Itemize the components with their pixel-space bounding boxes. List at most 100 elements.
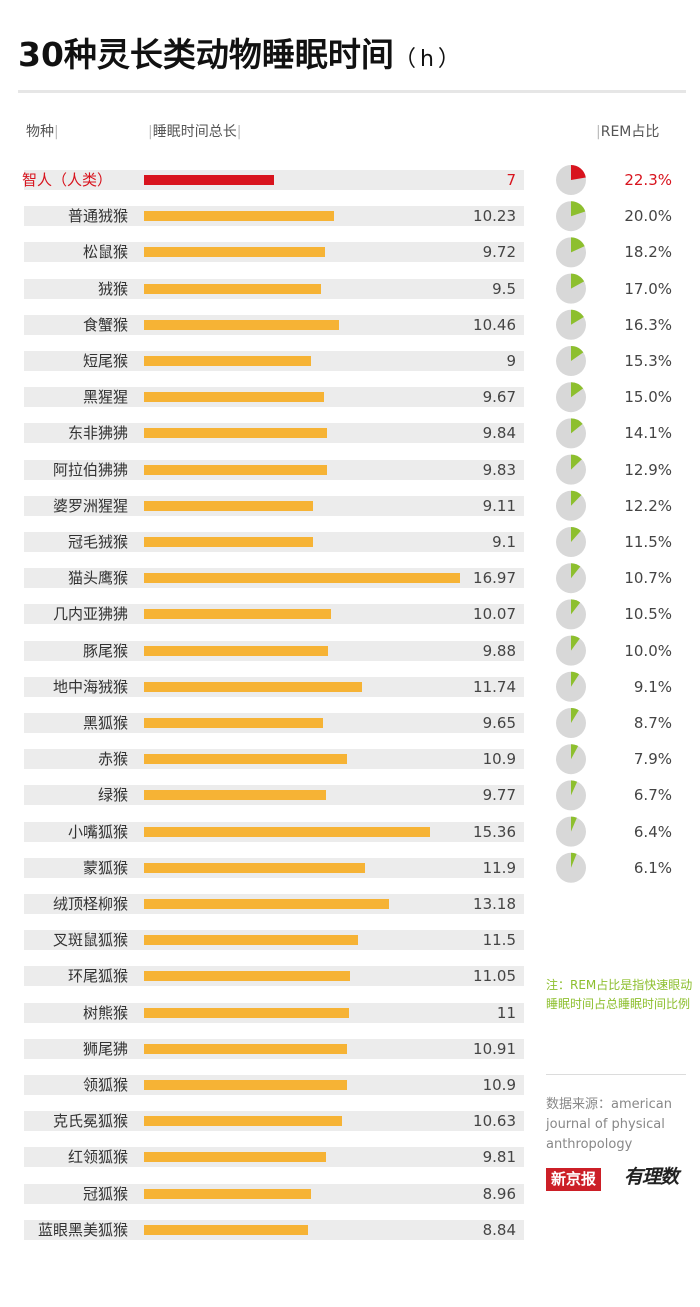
rem-pct-label: 20.0%	[624, 207, 672, 226]
sleep-value-label: 10.91	[473, 1039, 516, 1058]
sleep-value-label: 10.23	[473, 207, 516, 226]
sleep-bar	[144, 935, 358, 946]
rem-pct-label: 6.4%	[633, 822, 672, 841]
species-label: 冠狐猴	[82, 1184, 128, 1203]
rem-pct-label: 6.7%	[633, 786, 672, 805]
rem-pie-slice	[571, 490, 582, 506]
species-label: 黑狐猴	[82, 714, 128, 732]
rem-pie-slice	[571, 454, 582, 470]
sleep-bar	[144, 1116, 342, 1127]
sleep-value-label: 9.88	[482, 641, 516, 660]
sleep-value-label: 11	[496, 1003, 516, 1022]
species-label: 松鼠猴	[82, 243, 128, 262]
rem-pie-slice	[571, 165, 586, 180]
sleep-value-label: 10.9	[482, 750, 516, 769]
sleep-bar	[144, 319, 339, 330]
rem-pct-label: 15.0%	[624, 388, 672, 407]
rem-pie-slice	[571, 273, 585, 289]
sleep-value-label: 16.97	[473, 569, 516, 588]
rem-pie-slice	[571, 563, 581, 579]
species-label: 阿拉伯狒狒	[52, 460, 128, 479]
sleep-value-label: 9.67	[482, 388, 516, 407]
total-sleep-header-label: 睡眠时间总长	[152, 124, 237, 140]
rem-pie-slice	[571, 852, 577, 868]
sleep-bar	[144, 247, 325, 258]
species-label: 绿猴	[97, 786, 128, 805]
species-label: 智人（人类）	[22, 171, 113, 189]
rem-pct-label: 8.7%	[633, 714, 672, 732]
sleep-bar	[144, 826, 430, 837]
rem-pie-slice	[571, 816, 577, 832]
rem-header: |REM占比	[596, 124, 660, 140]
sleep-value-label: 9.1	[492, 533, 516, 551]
rem-pie-slice	[571, 418, 583, 434]
species-label: 红领狐猴	[67, 1148, 128, 1167]
rem-pie-slice	[571, 527, 581, 542]
sleep-value-label: 13.18	[473, 895, 516, 913]
rem-pct-label: 12.2%	[624, 496, 672, 515]
rem-pct-label: 10.5%	[624, 605, 672, 624]
species-label: 领狐猴	[82, 1076, 128, 1094]
sleep-value-label: 10.9	[482, 1076, 516, 1094]
sleep-bar	[144, 1043, 347, 1054]
rem-pie-slice	[571, 309, 584, 325]
species-label: 赤猴	[97, 750, 128, 769]
sleep-bar	[144, 645, 328, 656]
sleep-bar	[144, 356, 312, 366]
rem-pie-slice	[571, 346, 584, 361]
sleep-value-label: 8.96	[482, 1184, 516, 1203]
species-label: 地中海狨猴	[52, 677, 128, 696]
chart-title-text: 30种灵长类动物睡眠时间	[18, 35, 394, 74]
sleep-bar	[144, 681, 363, 692]
rem-pct-label: 10.0%	[624, 641, 672, 660]
sleep-value-label: 10.07	[473, 605, 516, 624]
data-source: 数据来源：american journal of physical anthro…	[546, 1097, 672, 1152]
sleep-value-label: 9.84	[482, 424, 516, 443]
sleep-bar	[144, 971, 350, 982]
rem-pct-label: 10.7%	[624, 569, 672, 588]
xinjingbao-logo: 新京报	[546, 1168, 602, 1191]
rem-pie-slice	[571, 201, 586, 217]
species-label: 环尾狐猴	[67, 967, 128, 986]
rem-pct-label: 6.1%	[633, 858, 672, 877]
rem-pct-label: 14.1%	[624, 424, 672, 443]
sleep-value-label: 15.36	[473, 822, 516, 841]
youlishu-logo: 有理数	[624, 1166, 679, 1188]
sleep-value-label: 11.5	[482, 931, 516, 950]
sleep-value-label: 11.05	[473, 967, 516, 986]
sleep-value-label: 11.9	[482, 858, 516, 877]
rem-pct-label: 22.3%	[624, 171, 672, 189]
sleep-bar	[144, 754, 347, 765]
rem-pct-label: 15.3%	[624, 352, 672, 370]
title-divider	[18, 90, 686, 93]
sleep-bar	[144, 537, 314, 547]
rem-pie-slice	[571, 708, 579, 723]
species-label: 蓝眼黑美狐猴	[37, 1220, 128, 1239]
rem-pct-label: 9.1%	[633, 677, 672, 696]
rem-pct-label: 18.2%	[624, 243, 672, 262]
sleep-bar	[144, 1224, 309, 1235]
species-label: 短尾猴	[82, 352, 128, 370]
rem-pct-label: 7.9%	[633, 750, 672, 769]
sleep-bar	[144, 573, 460, 584]
footnote-divider	[546, 1074, 686, 1075]
sleep-value-label: 9.11	[482, 496, 516, 515]
sleep-value-label: 9.5	[492, 279, 516, 298]
sleep-bar	[144, 283, 321, 294]
chart-title: 30种灵长类动物睡眠时间（h）	[18, 28, 464, 76]
sleep-bar	[144, 428, 328, 439]
rem-pct-label: 16.3%	[624, 315, 672, 334]
species-label: 小嘴狐猴	[67, 822, 128, 841]
sleep-bar	[144, 392, 324, 403]
sleep-value-label: 9.83	[482, 460, 516, 479]
sleep-value-label: 9.81	[482, 1148, 516, 1167]
sleep-bar	[144, 1007, 349, 1018]
species-label: 叉斑鼠狐猴	[52, 931, 128, 950]
rem-pie-slice	[571, 780, 578, 796]
species-label: 狨猴	[97, 279, 128, 298]
species-label: 豚尾猴	[82, 641, 128, 660]
rem-header-label: REM占比	[600, 124, 660, 140]
sleep-bar	[144, 500, 314, 511]
